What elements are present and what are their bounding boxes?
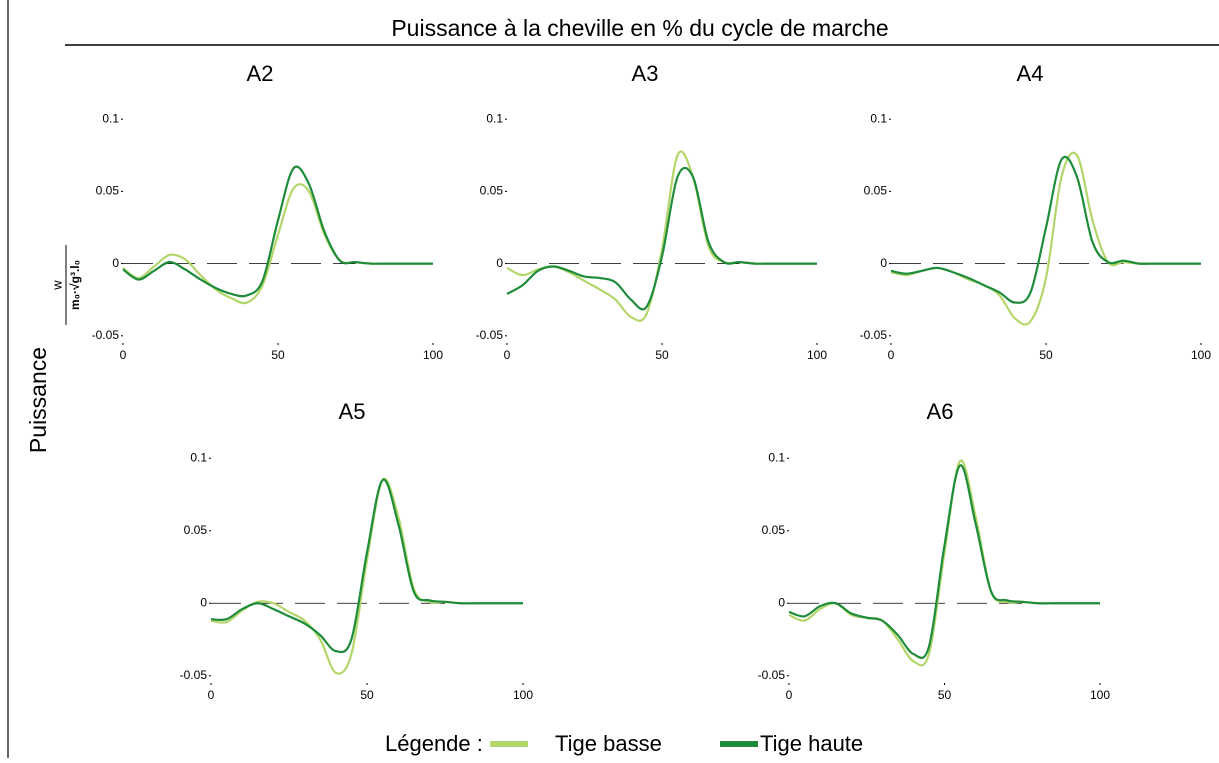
x-tick-label: 0: [120, 348, 127, 362]
legend-entry: Tige basse: [555, 731, 662, 756]
series-line: [210, 478, 523, 654]
x-tick-label: 0: [786, 688, 793, 702]
subplot-title: A2: [247, 61, 274, 86]
x-tick-label: 50: [1039, 348, 1053, 362]
y-tick-label: 0: [496, 256, 503, 270]
x-tick-label: 100: [1090, 688, 1110, 702]
series-line: [788, 459, 1100, 667]
y-tick-label: -0.05: [758, 668, 786, 682]
y-tick-label: -0.05: [92, 328, 120, 342]
y-tick-label: -0.05: [180, 668, 208, 682]
y-tick-label: 0: [880, 256, 887, 270]
unit-numerator: w: [49, 280, 64, 291]
subplot-title: A4: [1017, 61, 1044, 86]
unit-fraction: w m₀·√g³.l₀: [49, 245, 82, 325]
y-tick-label: 0: [778, 595, 785, 609]
subplot-title: A5: [339, 399, 366, 424]
y-tick-label: 0.05: [480, 184, 504, 198]
legend-swatch: [490, 741, 528, 747]
x-tick-label: 50: [271, 348, 285, 362]
x-tick-label: 50: [938, 688, 952, 702]
x-tick-label: 100: [423, 348, 443, 362]
y-axis-label: Puissance: [25, 347, 51, 453]
y-tick-label: -0.05: [860, 328, 888, 342]
series-line: [122, 165, 434, 298]
x-tick-label: 50: [655, 348, 669, 362]
y-tick-label: 0.1: [102, 111, 119, 125]
series-line: [890, 155, 1202, 304]
y-tick-label: 0: [112, 256, 119, 270]
y-tick-label: 0.05: [864, 184, 888, 198]
series-line: [506, 150, 818, 322]
y-tick-label: 0.05: [184, 523, 208, 537]
y-tick-label: 0: [200, 595, 207, 609]
subplot-title: A6: [927, 399, 954, 424]
y-tick-label: 0.05: [96, 184, 120, 198]
legend-swatch: [720, 741, 758, 747]
x-tick-label: 0: [504, 348, 511, 362]
figure-title: Puissance à la cheville en % du cycle de…: [391, 15, 888, 41]
series-line: [788, 464, 1100, 659]
y-tick-label: 0.1: [486, 111, 503, 125]
y-tick-label: -0.05: [476, 328, 504, 342]
y-tick-label: 0.1: [870, 111, 887, 125]
unit-denominator: m₀·√g³.l₀: [68, 260, 82, 310]
x-tick-label: 50: [360, 688, 374, 702]
y-tick-label: 0.1: [190, 450, 207, 464]
y-tick-label: 0.05: [762, 523, 786, 537]
legend-label: Légende :: [385, 731, 483, 756]
series-line: [506, 166, 818, 311]
x-tick-label: 100: [513, 688, 533, 702]
series-line: [210, 477, 523, 675]
y-tick-label: 0.1: [768, 450, 785, 464]
x-tick-label: 100: [807, 348, 827, 362]
series-line: [890, 151, 1202, 326]
x-tick-label: 100: [1191, 348, 1211, 362]
x-tick-label: 0: [888, 348, 895, 362]
legend-entry: Tige haute: [760, 731, 863, 756]
series-line: [122, 183, 434, 305]
x-tick-label: 0: [208, 688, 215, 702]
subplot-title: A3: [632, 61, 659, 86]
